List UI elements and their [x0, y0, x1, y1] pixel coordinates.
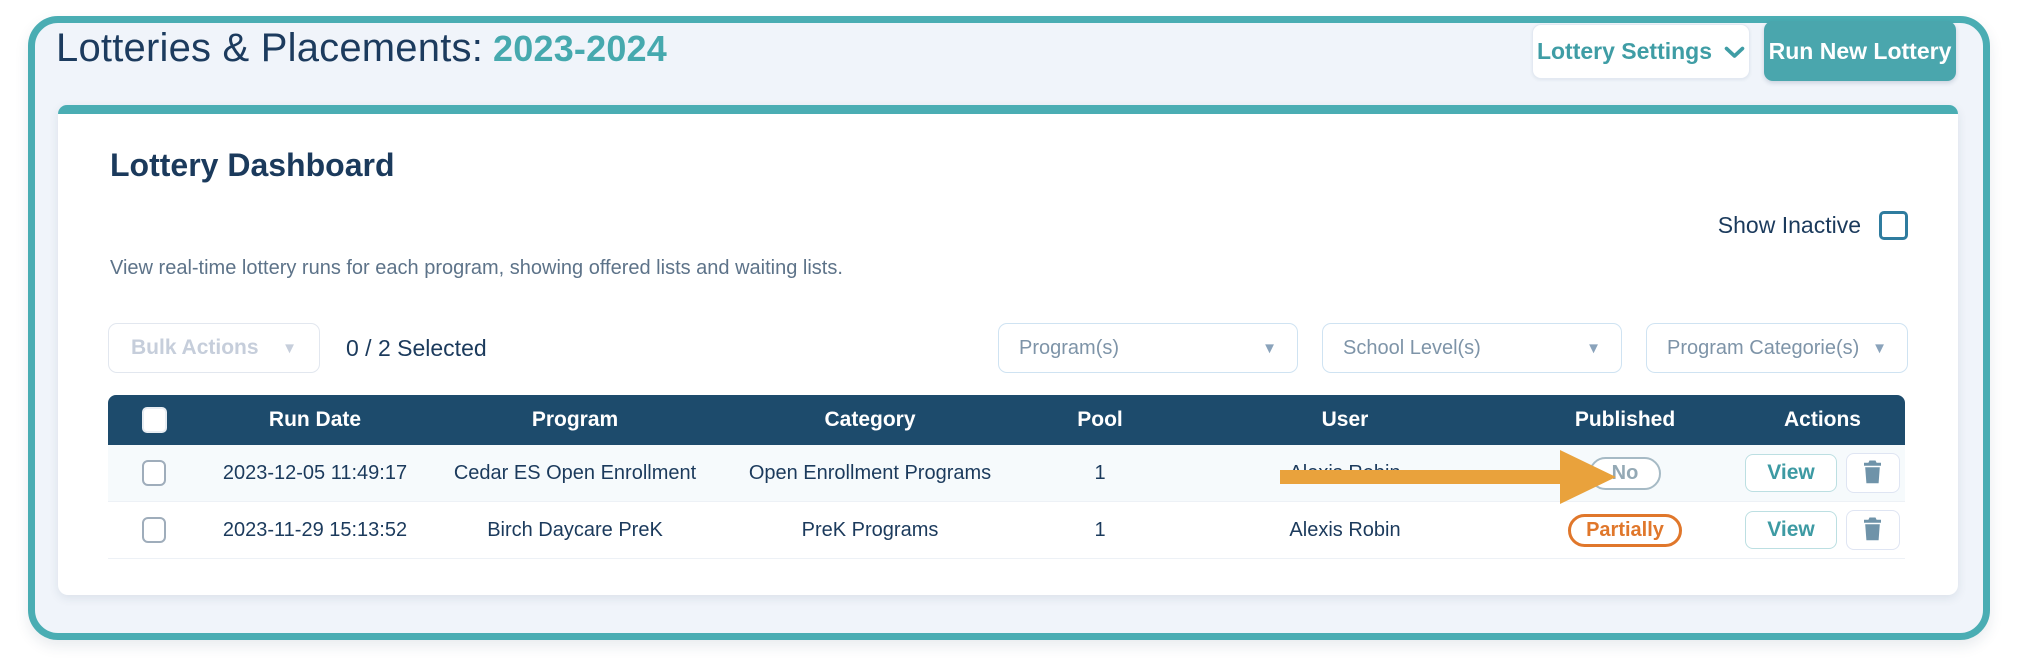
bulk-actions-label: Bulk Actions [131, 336, 259, 359]
show-inactive-checkbox[interactable] [1879, 211, 1908, 240]
filter-school-levels-label: School Level(s) [1343, 336, 1481, 359]
filter-programs-label: Program(s) [1019, 336, 1120, 359]
trash-icon [1862, 460, 1883, 487]
select-all-checkbox[interactable] [141, 407, 167, 433]
page-title-text: Lotteries & Placements: [56, 26, 484, 70]
program-cell: Birch Daycare PreK [430, 502, 720, 559]
filter-school-levels[interactable]: School Level(s) ▼ [1322, 323, 1622, 373]
lottery-dashboard-card: Lottery Dashboard Show Inactive View rea… [58, 105, 1958, 595]
page-title: Lotteries & Placements: 2023-2024 [56, 26, 667, 71]
row-actions: View [1745, 510, 1900, 550]
column-header-program: Program [430, 395, 720, 445]
dashboard-heading: Lottery Dashboard [110, 147, 395, 183]
delete-button[interactable] [1845, 453, 1900, 493]
bulk-actions-dropdown[interactable]: Bulk Actions ▼ [108, 323, 320, 373]
program-cell: Cedar ES Open Enrollment [430, 445, 720, 502]
school-year: 2023-2024 [493, 28, 667, 69]
delete-button[interactable] [1845, 510, 1900, 550]
table-row: 2023-12-05 11:49:17 Cedar ES Open Enroll… [108, 445, 1905, 502]
user-cell: Alexis Robin [1180, 502, 1510, 559]
published-badge: Partially [1568, 513, 1682, 547]
column-header-run-date: Run Date [200, 395, 430, 445]
view-button[interactable]: View [1745, 454, 1837, 492]
pool-cell: 1 [1020, 445, 1180, 502]
category-cell: Open Enrollment Programs [720, 445, 1020, 502]
column-header-pool: Pool [1020, 395, 1180, 445]
caret-down-icon: ▼ [1262, 339, 1277, 357]
view-button[interactable]: View [1745, 511, 1837, 549]
filter-programs[interactable]: Program(s) ▼ [998, 323, 1298, 373]
chevron-down-icon [1724, 38, 1745, 65]
trash-icon [1862, 517, 1883, 544]
column-header-actions: Actions [1740, 395, 1905, 445]
caret-down-icon: ▼ [1586, 339, 1601, 357]
caret-down-icon: ▼ [1872, 339, 1887, 357]
card-accent-bar [58, 105, 1958, 114]
category-cell: PreK Programs [720, 502, 1020, 559]
table-header-row: Run Date Program Category Pool User Publ… [108, 395, 1905, 445]
run-date-cell: 2023-12-05 11:49:17 [200, 445, 430, 502]
row-actions: View [1745, 453, 1900, 493]
column-header-category: Category [720, 395, 1020, 445]
lottery-settings-button[interactable]: Lottery Settings [1532, 24, 1750, 79]
header-select-all-cell [108, 395, 200, 445]
row-checkbox[interactable] [142, 460, 166, 486]
lottery-runs-table: Run Date Program Category Pool User Publ… [108, 395, 1905, 559]
show-inactive-control: Show Inactive [1718, 211, 1908, 240]
arrow-right-annotation-icon [1280, 450, 1616, 504]
run-date-cell: 2023-11-29 15:13:52 [200, 502, 430, 559]
pool-cell: 1 [1020, 502, 1180, 559]
selection-status: 0 / 2 Selected [346, 335, 487, 361]
column-header-user: User [1180, 395, 1510, 445]
caret-down-icon: ▼ [282, 339, 297, 357]
column-header-published: Published [1510, 395, 1740, 445]
filter-program-categories-label: Program Categorie(s) [1667, 336, 1860, 359]
dashboard-description: View real-time lottery runs for each pro… [110, 257, 843, 279]
lottery-settings-label: Lottery Settings [1536, 38, 1713, 64]
run-new-lottery-button[interactable]: Run New Lottery [1764, 21, 1956, 81]
row-checkbox[interactable] [142, 517, 166, 543]
show-inactive-label: Show Inactive [1717, 212, 1861, 238]
filter-program-categories[interactable]: Program Categorie(s) ▼ [1646, 323, 1908, 373]
table-row: 2023-11-29 15:13:52 Birch Daycare PreK P… [108, 502, 1905, 559]
